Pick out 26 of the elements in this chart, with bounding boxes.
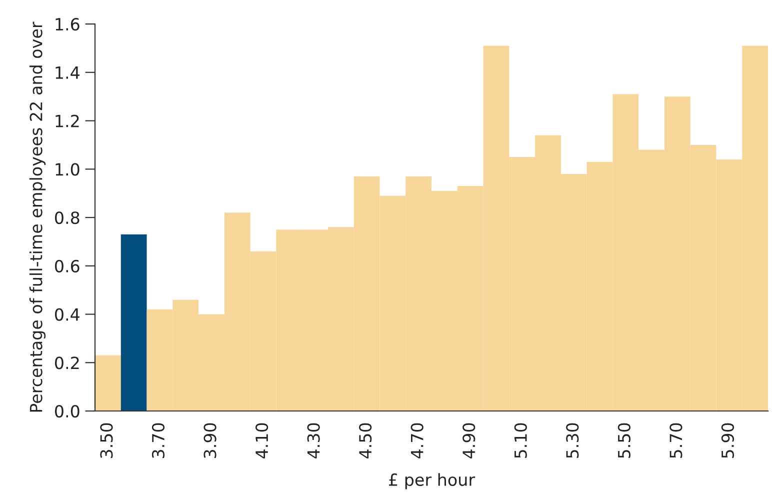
y-tick-label: 1.0 xyxy=(56,163,80,176)
bar xyxy=(120,234,147,411)
x-tick-label: 3.90 xyxy=(204,423,216,458)
x-tick-label: 3.50 xyxy=(100,423,113,458)
y-axis-title: Percentage of full-time employees 22 and over xyxy=(29,22,46,412)
y-tick-label: 1.2 xyxy=(56,114,79,128)
x-tick-label: 4.50 xyxy=(359,423,372,458)
y-tick-label: 1.4 xyxy=(56,66,80,79)
x-tick-label: 4.70 xyxy=(410,423,424,458)
x-tick-label: 3.70 xyxy=(152,423,165,458)
x-tick-label: 5.90 xyxy=(721,423,734,458)
y-tick-label: 1.6 xyxy=(56,18,80,31)
x-axis-title: £ per hour xyxy=(389,473,476,490)
y-tick-label: 0.6 xyxy=(55,260,80,272)
y-tick-label: 0.2 xyxy=(55,356,79,370)
x-tick-label: 5.70 xyxy=(670,423,682,458)
x-tick-label: 5.30 xyxy=(566,423,579,458)
y-tick-label: 0.0 xyxy=(55,404,80,418)
y-tick-label: 0.4 xyxy=(55,308,80,321)
x-tick-label: 5.10 xyxy=(514,423,527,458)
y-tick-label: 0.8 xyxy=(55,211,80,224)
x-tick-label: 5.50 xyxy=(618,423,630,458)
x-tick-label: 4.90 xyxy=(462,423,476,458)
bar xyxy=(95,355,121,411)
x-tick-label: 4.30 xyxy=(307,423,320,458)
x-tick-label: 4.10 xyxy=(255,423,268,458)
